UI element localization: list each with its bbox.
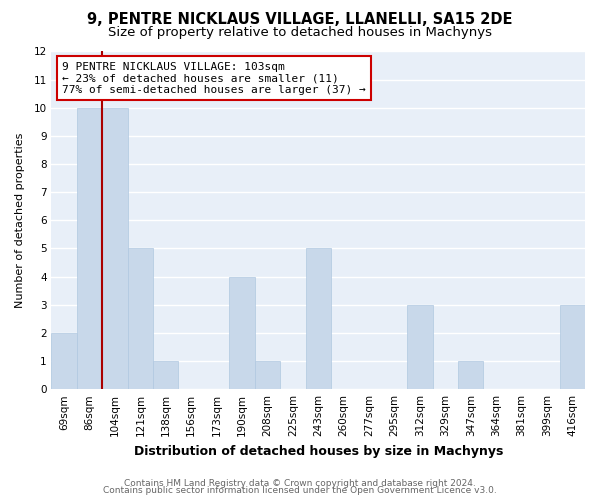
Text: 9, PENTRE NICKLAUS VILLAGE, LLANELLI, SA15 2DE: 9, PENTRE NICKLAUS VILLAGE, LLANELLI, SA… (87, 12, 513, 28)
Text: Contains public sector information licensed under the Open Government Licence v3: Contains public sector information licen… (103, 486, 497, 495)
Text: 9 PENTRE NICKLAUS VILLAGE: 103sqm
← 23% of detached houses are smaller (11)
77% : 9 PENTRE NICKLAUS VILLAGE: 103sqm ← 23% … (62, 62, 366, 95)
Bar (77, 108, 102, 389)
Bar (52, 333, 77, 389)
Bar (305, 248, 331, 389)
Bar (102, 108, 128, 389)
Bar (255, 361, 280, 389)
Bar (128, 248, 153, 389)
Bar (407, 305, 433, 389)
Bar (229, 276, 255, 389)
Y-axis label: Number of detached properties: Number of detached properties (15, 132, 25, 308)
X-axis label: Distribution of detached houses by size in Machynys: Distribution of detached houses by size … (134, 444, 503, 458)
Bar (560, 305, 585, 389)
Text: Contains HM Land Registry data © Crown copyright and database right 2024.: Contains HM Land Registry data © Crown c… (124, 478, 476, 488)
Text: Size of property relative to detached houses in Machynys: Size of property relative to detached ho… (108, 26, 492, 39)
Bar (153, 361, 178, 389)
Bar (458, 361, 484, 389)
